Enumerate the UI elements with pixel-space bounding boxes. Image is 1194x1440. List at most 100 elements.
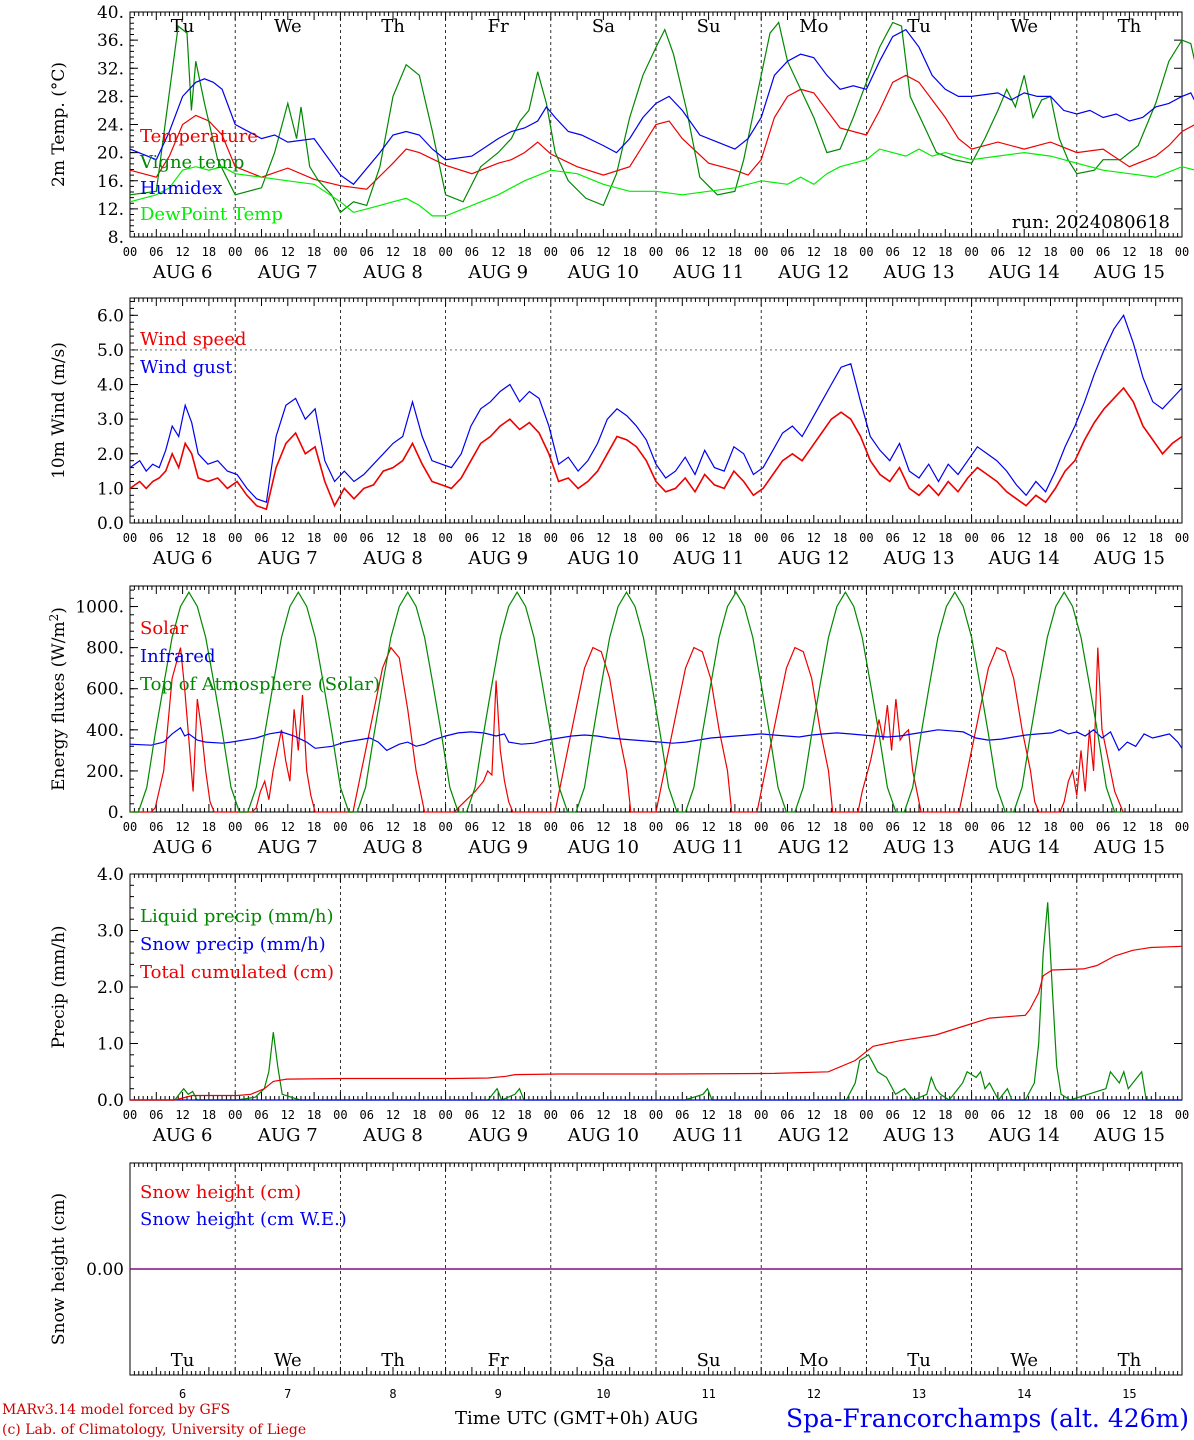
legend-entry: Wind gust (140, 357, 233, 378)
weekday-label: Tu (907, 1350, 931, 1371)
series-line-total-cumulated-cm- (130, 945, 1183, 1101)
hour-label: 18 (728, 820, 742, 834)
hour-label: 18 (938, 531, 952, 545)
date-label: AUG 13 (882, 262, 954, 283)
hour-label: 18 (307, 245, 321, 259)
series-line-temperature (129, 74, 1194, 190)
hour-label: 00 (1175, 245, 1189, 259)
series-line-liquid-precip-mm-h- (130, 902, 1182, 1102)
plot-frame (129, 297, 1183, 524)
hour-label: 00 (123, 531, 137, 545)
date-label: AUG 8 (362, 262, 423, 283)
date-label: AUG 6 (152, 1125, 213, 1146)
hour-label: 12 (175, 531, 189, 545)
hour-label: 06 (885, 531, 899, 545)
hour-label: 12 (807, 820, 821, 834)
series-line-infrared (129, 726, 1183, 752)
hour-label: 00 (228, 531, 242, 545)
hour-label: 06 (675, 820, 689, 834)
date-label: AUG 10 (567, 548, 639, 569)
hour-label: 00 (649, 245, 663, 259)
hour-label: 06 (1096, 820, 1110, 834)
hour-label: 18 (202, 820, 216, 834)
hour-label: 12 (596, 245, 610, 259)
weekday-label: We (1010, 16, 1038, 37)
weekday-label: We (1010, 1350, 1038, 1371)
credit-line-2: (c) Lab. of Climatology, University of L… (2, 1422, 306, 1438)
hour-label: 00 (1070, 820, 1084, 834)
hour-label: 06 (570, 1108, 584, 1122)
date-label: AUG 11 (672, 262, 744, 283)
date-label: AUG 13 (882, 548, 954, 569)
hour-label: 12 (281, 531, 295, 545)
hour-label: 18 (1043, 531, 1057, 545)
date-label: AUG 13 (882, 1125, 954, 1146)
weekday-label: Sa (592, 1350, 615, 1371)
weekday-label: Th (381, 16, 405, 37)
hour-label: 00 (754, 245, 768, 259)
hour-label: 06 (254, 531, 268, 545)
y-tick-label: 0.0 (97, 1091, 124, 1111)
hour-label: 12 (281, 820, 295, 834)
hour-label: 18 (622, 820, 636, 834)
hour-label: 06 (885, 1108, 899, 1122)
day-number-label: 14 (1017, 1387, 1031, 1401)
hour-label: 12 (912, 245, 926, 259)
hour-label: 00 (333, 531, 347, 545)
y-tick-label: 0.00 (86, 1260, 124, 1280)
date-label: AUG 15 (1093, 1125, 1165, 1146)
hour-label: 06 (885, 245, 899, 259)
hour-label: 12 (175, 1108, 189, 1122)
date-label: AUG 11 (672, 1125, 744, 1146)
hour-label: 18 (517, 245, 531, 259)
hour-label: 12 (1122, 820, 1136, 834)
y-tick-label: 0.0 (97, 514, 124, 534)
hour-label: 00 (859, 1108, 873, 1122)
hour-label: 12 (1122, 245, 1136, 259)
panel-5: 0.00 Snow height (cm) Tu We Th Fr Sa Su Mo Tu We Th… (49, 1162, 1183, 1401)
hour-label: 06 (675, 1108, 689, 1122)
y-tick-label: 2.0 (97, 445, 124, 465)
hour-label: 00 (754, 820, 768, 834)
date-label: AUG 12 (777, 837, 849, 858)
hour-label: 06 (359, 1108, 373, 1122)
hour-label: 12 (386, 245, 400, 259)
y-tick-label: 20. (97, 144, 124, 164)
weekday-label: We (274, 16, 302, 37)
date-label: AUG 15 (1093, 262, 1165, 283)
hour-label: 18 (307, 531, 321, 545)
hour-label: 00 (123, 820, 137, 834)
y-tick-label: 8. (108, 228, 124, 248)
day-number-label: 10 (596, 1387, 610, 1401)
legend-entry: Infrared (140, 646, 215, 667)
hour-label: 00 (964, 820, 978, 834)
hour-label: 06 (570, 531, 584, 545)
hour-label: 18 (412, 1108, 426, 1122)
hour-label: 06 (570, 245, 584, 259)
day-number-label: 15 (1122, 1387, 1136, 1401)
hour-label: 12 (701, 1108, 715, 1122)
hour-label: 18 (833, 531, 847, 545)
date-label: AUG 6 (152, 548, 213, 569)
hour-label: 18 (517, 1108, 531, 1122)
hour-label: 06 (780, 1108, 794, 1122)
hour-label: 00 (544, 245, 558, 259)
run-annotation: run: 2024080618 (1012, 212, 1170, 233)
hour-label: 18 (622, 245, 636, 259)
hour-label: 06 (1096, 245, 1110, 259)
hour-label: 00 (754, 1108, 768, 1122)
hour-label: 06 (991, 531, 1005, 545)
hour-label: 12 (491, 820, 505, 834)
hour-label: 06 (780, 531, 794, 545)
panel-4: 0.0 1.0 2.0 3.0 4.0 Precip (mm/h) 00 06 12 18 AUG … (49, 865, 1189, 1146)
y-tick-label: 0. (108, 803, 124, 823)
hour-label: 00 (859, 245, 873, 259)
legend-entry: Snow precip (mm/h) (140, 934, 326, 955)
legend-entry: Wind speed (140, 329, 246, 350)
weekday-label: Th (1118, 1350, 1142, 1371)
hour-label: 00 (649, 820, 663, 834)
hour-label: 18 (307, 1108, 321, 1122)
weekday-label: We (274, 1350, 302, 1371)
series-line-wind-gust (129, 314, 1183, 504)
legend-entry: Solar (140, 618, 189, 639)
